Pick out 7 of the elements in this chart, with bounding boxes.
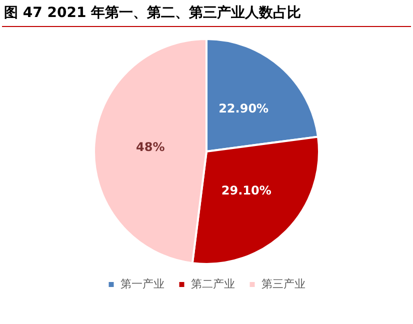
legend-label: 第三产业 <box>261 277 306 290</box>
data-label: 48% <box>136 140 165 154</box>
legend-label: 第二产业 <box>190 277 235 290</box>
data-label: 29.10% <box>221 183 272 198</box>
legend-label: 第一产业 <box>120 277 164 290</box>
data-label: 22.90% <box>218 101 269 116</box>
chart-title: 图 47 2021 年第一、第二、第三产业人数占比 <box>4 4 302 22</box>
